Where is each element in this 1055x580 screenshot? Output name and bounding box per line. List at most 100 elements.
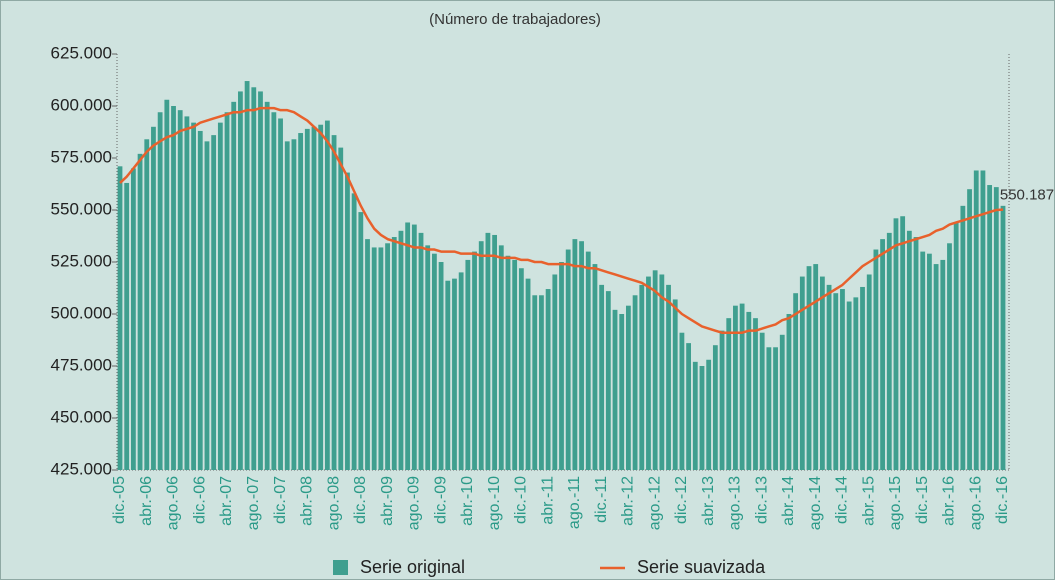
y-tick-label: 450.000 — [51, 407, 112, 426]
bar — [833, 293, 839, 470]
bar — [211, 135, 217, 470]
bar — [625, 305, 631, 470]
bar — [432, 253, 437, 470]
bar — [157, 112, 163, 471]
bar — [298, 133, 304, 471]
bar — [318, 124, 324, 470]
bar — [217, 122, 223, 470]
legend-label: Serie suavizada — [637, 557, 766, 577]
bar — [378, 247, 384, 470]
bar — [358, 212, 364, 470]
bar — [291, 139, 297, 470]
legend-swatch — [333, 560, 348, 575]
bar — [840, 289, 845, 470]
bar — [505, 255, 511, 470]
bar — [117, 166, 123, 470]
bar — [605, 291, 611, 470]
x-tick-label: ago.-15 — [887, 476, 904, 530]
y-tick-label: 425.000 — [51, 459, 112, 478]
bar — [411, 224, 417, 470]
bar — [819, 276, 825, 470]
bar — [1000, 205, 1006, 470]
bar — [365, 239, 370, 470]
bar — [204, 141, 210, 471]
bar — [712, 345, 718, 470]
bar — [652, 270, 658, 470]
bar — [345, 172, 350, 470]
bar — [619, 314, 625, 470]
x-tick-label: abr.-06 — [138, 476, 155, 526]
bar — [779, 334, 785, 470]
x-tick-label: ago.-08 — [325, 476, 342, 530]
bar — [278, 118, 283, 470]
bar — [238, 91, 243, 470]
bar — [927, 253, 932, 470]
y-tick-label: 500.000 — [51, 303, 112, 322]
x-tick-label: abr.-14 — [780, 476, 797, 526]
bar — [846, 301, 852, 470]
bar — [672, 299, 678, 470]
bar — [184, 116, 190, 471]
bar — [552, 274, 558, 470]
bar — [913, 237, 919, 470]
bar — [244, 81, 250, 470]
bar — [458, 272, 464, 470]
bar — [806, 266, 812, 470]
bar — [947, 243, 952, 470]
bar — [773, 347, 778, 470]
bar — [719, 330, 725, 470]
bar — [753, 318, 758, 470]
bar — [659, 274, 665, 470]
bar — [933, 264, 939, 470]
y-tick-label: 575.000 — [51, 147, 112, 166]
bar — [706, 359, 712, 470]
x-tick-label: dic.-09 — [432, 476, 449, 524]
bar — [572, 239, 578, 470]
bar — [940, 259, 946, 470]
x-tick-label: dic.-11 — [593, 476, 610, 523]
bar — [726, 318, 732, 470]
bar — [532, 295, 538, 470]
x-tick-label: ago.-14 — [807, 476, 824, 530]
bar — [639, 284, 645, 470]
bar — [258, 91, 263, 470]
bar — [485, 232, 491, 470]
bar — [860, 286, 865, 470]
x-tick-label: abr.-11 — [539, 476, 556, 525]
bar — [438, 262, 444, 470]
bar — [585, 251, 591, 470]
y-tick-label: 625.000 — [51, 43, 112, 62]
bar — [351, 193, 357, 471]
bar — [565, 249, 571, 470]
x-tick-label: ago.-06 — [165, 476, 182, 530]
bar — [137, 153, 143, 470]
bar — [759, 332, 765, 470]
bar — [472, 251, 477, 470]
x-tick-label: ago.-10 — [486, 476, 503, 530]
legend-label: Serie original — [360, 557, 465, 577]
bar — [264, 101, 270, 470]
bar — [525, 278, 531, 470]
bar — [900, 216, 906, 470]
x-tick-label: abr.-15 — [860, 476, 877, 526]
x-tick-label: abr.-16 — [941, 476, 958, 526]
y-tick-label: 550.000 — [51, 199, 112, 218]
bar — [405, 222, 411, 470]
bar — [130, 168, 136, 470]
bar — [646, 276, 651, 470]
bar — [987, 185, 993, 471]
bar — [592, 264, 598, 470]
x-tick-label: dic.-16 — [994, 476, 1011, 524]
bar — [953, 222, 959, 470]
bar — [632, 295, 638, 470]
bar — [579, 241, 584, 470]
x-tick-label: abr.-09 — [379, 476, 396, 526]
bar — [873, 249, 879, 470]
bar — [371, 247, 377, 470]
bar — [960, 205, 966, 470]
bar — [853, 297, 859, 470]
x-tick-label: ago.-16 — [967, 476, 984, 530]
bar — [666, 284, 671, 470]
x-tick-label: ago.-13 — [727, 476, 744, 530]
